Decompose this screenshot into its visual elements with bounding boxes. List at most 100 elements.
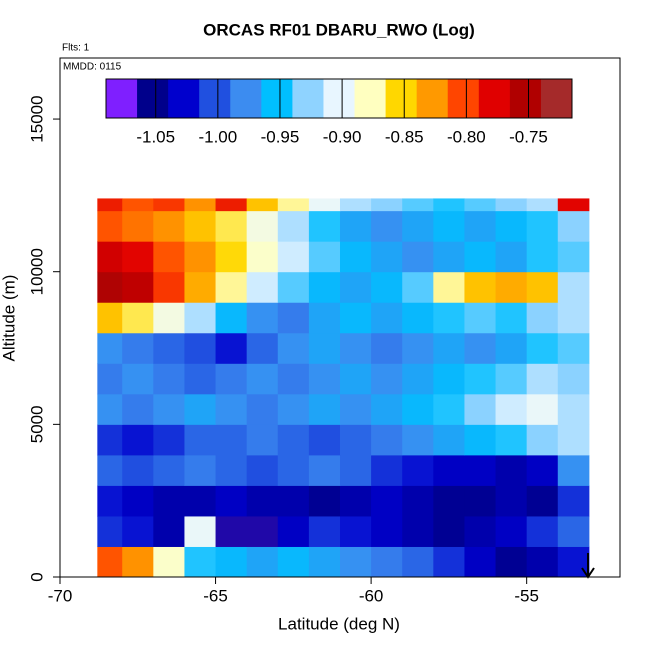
heat-cell bbox=[557, 515, 590, 547]
heat-cell bbox=[97, 515, 123, 547]
heat-cell bbox=[495, 241, 528, 273]
heat-cell bbox=[526, 515, 559, 547]
heat-cell bbox=[308, 424, 341, 456]
colorbar-tick-label: -0.90 bbox=[323, 127, 362, 146]
heat-cell bbox=[122, 332, 154, 364]
heat-cell bbox=[153, 363, 185, 395]
x-tick-label: -65 bbox=[203, 586, 228, 605]
heat-cell bbox=[308, 198, 341, 212]
heat-cell bbox=[308, 210, 341, 242]
colorbar-swatch bbox=[199, 79, 231, 118]
heat-cell bbox=[340, 198, 372, 212]
colorbar-swatch bbox=[137, 79, 169, 118]
heat-cell bbox=[464, 424, 497, 456]
heat-cell bbox=[184, 332, 217, 364]
heat-cell bbox=[277, 241, 310, 273]
heat-cell bbox=[526, 424, 559, 456]
colorbar-swatch bbox=[509, 79, 542, 118]
heat-cell bbox=[526, 393, 559, 425]
heat-cell bbox=[215, 363, 248, 395]
heat-cell bbox=[495, 546, 528, 578]
heat-cell bbox=[433, 271, 465, 303]
heat-cell bbox=[246, 271, 279, 303]
heat-cell bbox=[464, 210, 497, 242]
heat-cell bbox=[153, 546, 185, 578]
heat-cell bbox=[184, 485, 217, 517]
heat-cell bbox=[371, 393, 403, 425]
heat-cell bbox=[371, 271, 403, 303]
heat-cell bbox=[215, 271, 248, 303]
heat-cell bbox=[495, 424, 528, 456]
heat-cell bbox=[184, 393, 217, 425]
heat-cell bbox=[340, 424, 372, 456]
heat-cell bbox=[371, 363, 403, 395]
heat-cell bbox=[526, 546, 559, 578]
heat-cell bbox=[526, 332, 559, 364]
heat-cell bbox=[246, 363, 279, 395]
heat-cell bbox=[371, 332, 403, 364]
heat-cell bbox=[246, 515, 279, 547]
colorbar-swatch bbox=[106, 79, 138, 118]
heat-cell bbox=[122, 515, 154, 547]
heat-cell bbox=[526, 210, 559, 242]
heat-cell bbox=[97, 198, 123, 212]
heat-cell bbox=[215, 332, 248, 364]
colorbar-tick-label: -0.80 bbox=[447, 127, 486, 146]
annotation: MMDD: 0115 bbox=[63, 62, 122, 73]
colorbar-tick-label: -1.05 bbox=[136, 127, 175, 146]
y-tick-label: 5000 bbox=[27, 405, 46, 443]
heat-cell bbox=[557, 424, 590, 456]
heat-cell bbox=[215, 210, 248, 242]
heat-cell bbox=[526, 485, 559, 517]
heat-cell bbox=[340, 485, 372, 517]
heat-cell bbox=[402, 393, 434, 425]
heat-cell bbox=[464, 363, 497, 395]
heat-cell bbox=[246, 241, 279, 273]
heat-cell bbox=[246, 393, 279, 425]
heat-cell bbox=[215, 241, 248, 273]
heat-cell bbox=[97, 363, 123, 395]
heat-cell bbox=[340, 241, 372, 273]
heat-cell bbox=[184, 454, 217, 486]
heat-cell bbox=[97, 210, 123, 242]
heat-cell bbox=[402, 302, 434, 334]
heat-cell bbox=[184, 241, 217, 273]
heat-cell bbox=[122, 210, 154, 242]
heat-cell bbox=[153, 302, 185, 334]
heat-cell bbox=[246, 302, 279, 334]
heat-cell bbox=[308, 241, 341, 273]
heat-cell bbox=[277, 393, 310, 425]
heat-cell bbox=[246, 546, 279, 578]
heat-cell bbox=[495, 302, 528, 334]
heat-cell bbox=[308, 271, 341, 303]
heat-cell bbox=[122, 424, 154, 456]
heat-cell bbox=[277, 424, 310, 456]
heat-cell bbox=[371, 210, 403, 242]
heat-cell bbox=[557, 210, 590, 242]
heat-cell bbox=[433, 302, 465, 334]
plot-frame bbox=[59, 57, 621, 578]
heat-cell bbox=[526, 363, 559, 395]
colorbar-swatch bbox=[354, 79, 387, 118]
heat-cell bbox=[97, 485, 123, 517]
heat-cell bbox=[557, 363, 590, 395]
heat-cell bbox=[308, 332, 341, 364]
heat-cell bbox=[371, 198, 403, 212]
heat-cell bbox=[277, 546, 310, 578]
heat-cell bbox=[371, 424, 403, 456]
heat-cell bbox=[402, 210, 434, 242]
heat-cell bbox=[557, 271, 590, 303]
heatmap bbox=[97, 198, 590, 578]
colorbar-swatch bbox=[261, 79, 293, 118]
colorbar-swatch bbox=[540, 79, 573, 118]
heat-cell bbox=[340, 302, 372, 334]
heat-cell bbox=[308, 302, 341, 334]
colorbar-tick-label: -0.75 bbox=[509, 127, 548, 146]
heat-cell bbox=[153, 241, 185, 273]
heat-cell bbox=[122, 363, 154, 395]
heat-cell bbox=[402, 363, 434, 395]
heat-cell bbox=[495, 485, 528, 517]
heat-cell bbox=[464, 393, 497, 425]
heat-cell bbox=[495, 332, 528, 364]
